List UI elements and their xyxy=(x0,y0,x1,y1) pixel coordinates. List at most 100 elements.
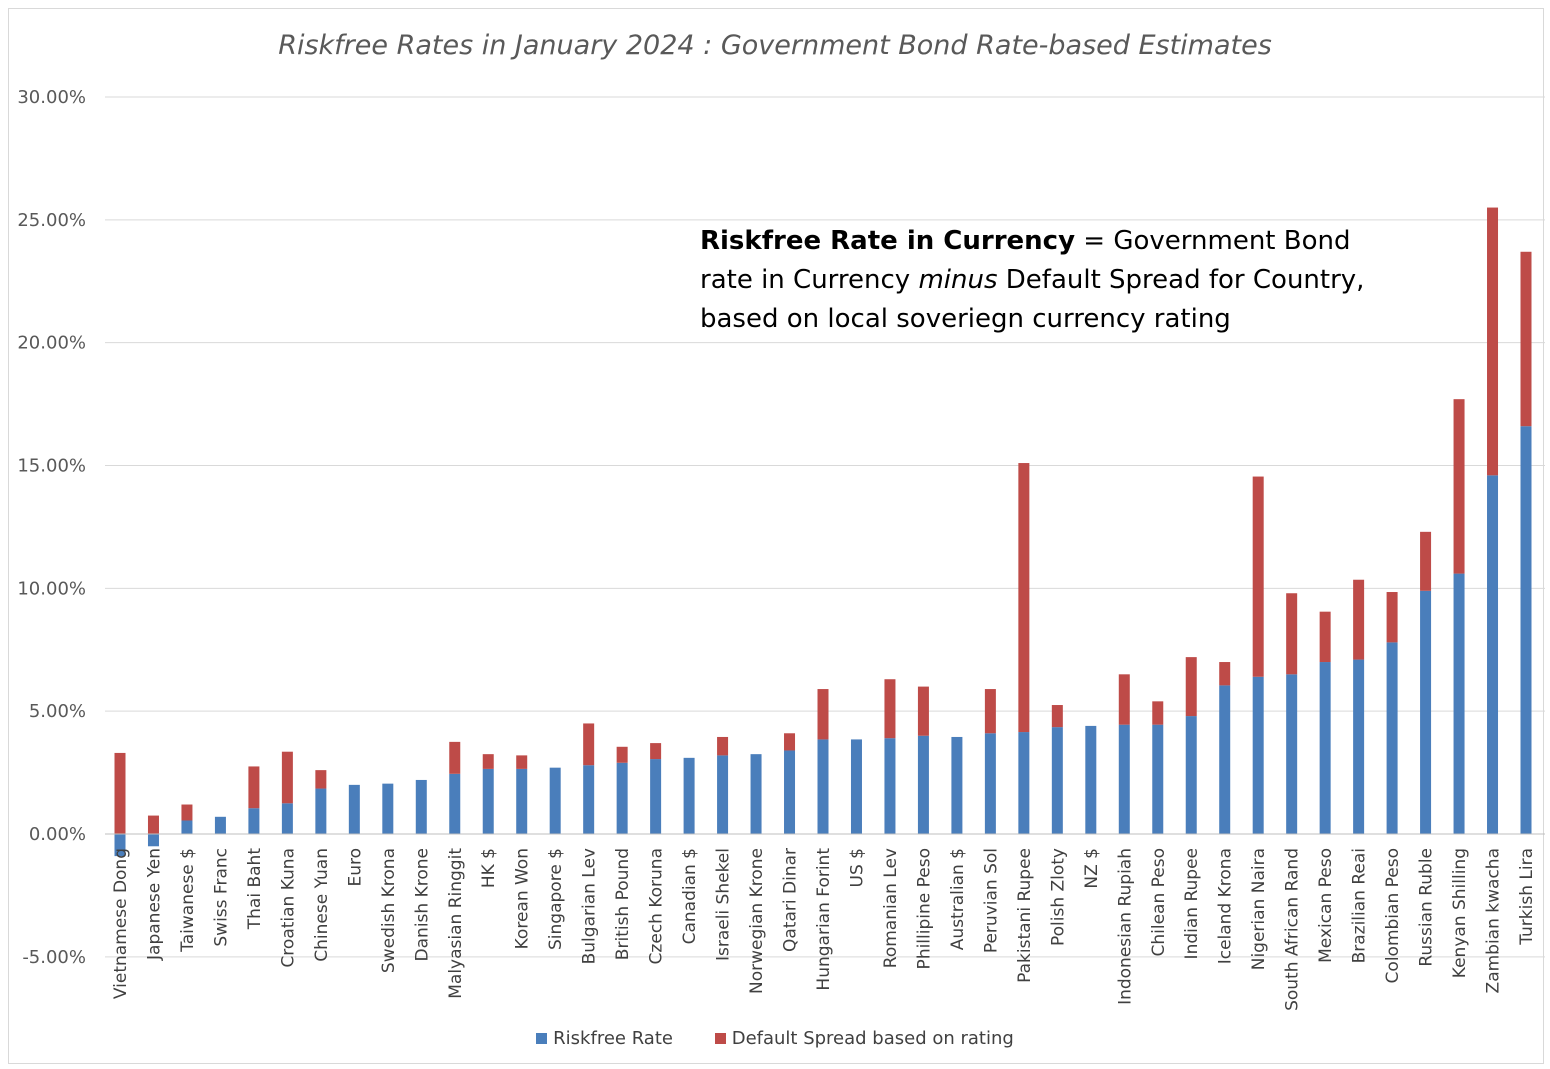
x-tick-label: Euro xyxy=(345,848,365,887)
y-tick-label: 5.00% xyxy=(29,701,86,722)
bar-riskfree-russian-ruble xyxy=(1420,590,1432,834)
y-tick-label: 0.00% xyxy=(29,824,86,845)
x-tick-label: Singapore $ xyxy=(546,848,566,950)
bar-riskfree-kenyan-shilling xyxy=(1453,573,1465,834)
bar-riskfree-canadian xyxy=(683,757,695,834)
bar-riskfree-bulgarian-lev xyxy=(583,765,595,834)
x-tick-label: Danish Krone xyxy=(412,848,432,961)
bar-riskfree-hungarian-forint xyxy=(817,739,829,834)
x-tick-label: Peruvian Sol xyxy=(981,848,1001,953)
x-tick-label: Brazilian Reai xyxy=(1350,848,1370,963)
legend-label-riskfree: Riskfree Rate xyxy=(553,1028,673,1049)
chart-frame xyxy=(8,8,1544,1064)
bar-riskfree-singapore xyxy=(549,767,561,834)
bar-default-spread-kenyan-shilling xyxy=(1453,399,1465,574)
bar-default-spread-turkish-lira xyxy=(1520,251,1532,427)
x-tick-label: Indian Rupee xyxy=(1182,848,1202,959)
x-tick-label: Korean Won xyxy=(513,848,533,949)
bar-default-spread-qatari-dinar xyxy=(784,733,796,751)
x-tick-label: Indonesian Rupiah xyxy=(1115,848,1135,1005)
legend-entry-riskfree: Riskfree Rate xyxy=(536,1028,673,1049)
bar-riskfree-brazilian-reai xyxy=(1353,659,1365,834)
x-tick-label: Czech Koruna xyxy=(647,848,667,964)
x-tick-label: Colombian Peso xyxy=(1383,848,1403,983)
bar-riskfree-turkish-lira xyxy=(1520,426,1532,834)
bar-default-spread-hk xyxy=(482,754,494,769)
bar-riskfree-swiss-franc xyxy=(214,816,226,834)
bar-riskfree-us xyxy=(850,739,862,834)
bar-default-spread-british-pound xyxy=(616,746,628,763)
x-tick-label: Croatian Kuna xyxy=(278,848,298,968)
x-tick-label: Iceland Krona xyxy=(1216,848,1236,964)
bar-default-spread-croatian-kuna xyxy=(281,751,293,804)
annotation-text-1: = Government Bond rate in Currency xyxy=(700,226,1351,295)
bar-default-spread-pakistani-rupee xyxy=(1018,463,1030,733)
x-tick-label: South African Rand xyxy=(1283,848,1303,1011)
bar-default-spread-chinese-yuan xyxy=(315,770,327,789)
bar-riskfree-south-african-rand xyxy=(1286,674,1298,834)
x-tick-label: Polish Zloty xyxy=(1048,848,1068,946)
x-tick-label: Pakistani Rupee xyxy=(1015,848,1035,983)
bar-riskfree-romanian-lev xyxy=(884,738,896,834)
bar-default-spread-indian-rupee xyxy=(1185,657,1197,717)
bar-default-spread-thai-baht xyxy=(248,766,260,809)
x-tick-label: Hungarian Forint xyxy=(814,848,834,991)
x-tick-label: Norwegian Krone xyxy=(747,848,767,994)
bar-default-spread-japanese-yen xyxy=(147,815,159,834)
chart-annotation: Riskfree Rate in Currency = Government B… xyxy=(700,222,1400,339)
bar-riskfree-thai-baht xyxy=(248,808,260,834)
bar-default-spread-brazilian-reai xyxy=(1353,579,1365,660)
bar-riskfree-danish-krone xyxy=(415,779,427,834)
x-tick-label: Taiwanese $ xyxy=(178,848,198,953)
x-tick-label: Phillipine Peso xyxy=(914,848,934,969)
x-tick-label: US $ xyxy=(847,848,867,887)
bar-riskfree-colombian-peso xyxy=(1386,642,1398,834)
x-tick-label: Kenyan Shilling xyxy=(1450,848,1470,978)
bar-default-spread-chilean-peso xyxy=(1152,701,1164,725)
x-tick-label: Swiss Franc xyxy=(211,848,231,947)
x-tick-label: Malyasian Ringgit xyxy=(446,848,466,999)
x-tick-label: Vietnamese Dong xyxy=(111,848,131,999)
x-tick-label: Turkish Lira xyxy=(1517,848,1537,946)
x-tick-label: Swedish Krona xyxy=(379,848,399,973)
bar-default-spread-zambian-kwacha xyxy=(1487,207,1499,476)
bar-riskfree-polish-zloty xyxy=(1051,727,1063,834)
x-tick-label: British Pound xyxy=(613,848,633,960)
y-tick-label: 10.00% xyxy=(17,578,86,599)
bar-default-spread-south-african-rand xyxy=(1286,593,1298,675)
bar-riskfree-taiwanese xyxy=(181,820,193,834)
legend-swatch-default-spread xyxy=(714,1033,726,1044)
x-tick-label: Qatari Dinar xyxy=(781,848,801,952)
x-tick-label: Canadian $ xyxy=(680,848,700,944)
annotation-bold-term: Riskfree Rate in Currency xyxy=(700,226,1076,256)
x-tick-label: Romanian Lev xyxy=(881,848,901,968)
bar-default-spread-nigerian-naira xyxy=(1252,476,1264,677)
bar-riskfree-phillipine-peso xyxy=(917,735,929,834)
x-tick-label: Chinese Yuan xyxy=(312,848,332,962)
bar-default-spread-romanian-lev xyxy=(884,679,896,739)
annotation-italic-term: minus xyxy=(918,265,998,295)
y-tick-label: 15.00% xyxy=(17,456,86,477)
bar-riskfree-qatari-dinar xyxy=(784,750,796,834)
bar-riskfree-japanese-yen xyxy=(147,834,159,847)
bar-riskfree-indonesian-rupiah xyxy=(1118,724,1130,834)
bar-default-spread-peruvian-sol xyxy=(984,689,996,734)
x-tick-label: Mexican Peso xyxy=(1316,848,1336,963)
bar-riskfree-iceland-krona xyxy=(1219,685,1231,834)
y-tick-label: -5.00% xyxy=(22,947,86,968)
bar-riskfree-australian xyxy=(951,736,963,834)
annotation-text-2: Default Spread for Country, based on loc… xyxy=(700,265,1365,334)
bar-riskfree-korean-won xyxy=(516,768,528,834)
bar-riskfree-czech-koruna xyxy=(650,759,662,834)
bar-default-spread-russian-ruble xyxy=(1420,531,1432,591)
chart-title: Riskfree Rates in January 2024 : Governm… xyxy=(278,30,1272,61)
bar-riskfree-british-pound xyxy=(616,762,628,834)
legend-swatch-riskfree xyxy=(536,1033,548,1044)
bar-riskfree-mexican-peso xyxy=(1319,662,1331,834)
x-tick-label: Chilean Peso xyxy=(1149,848,1169,957)
x-tick-label: Nigerian Naira xyxy=(1249,848,1269,970)
bar-riskfree-chilean-peso xyxy=(1152,724,1164,834)
bar-riskfree-swedish-krona xyxy=(382,783,394,834)
x-tick-label: Bulgarian Lev xyxy=(580,848,600,964)
bar-default-spread-colombian-peso xyxy=(1386,592,1398,643)
